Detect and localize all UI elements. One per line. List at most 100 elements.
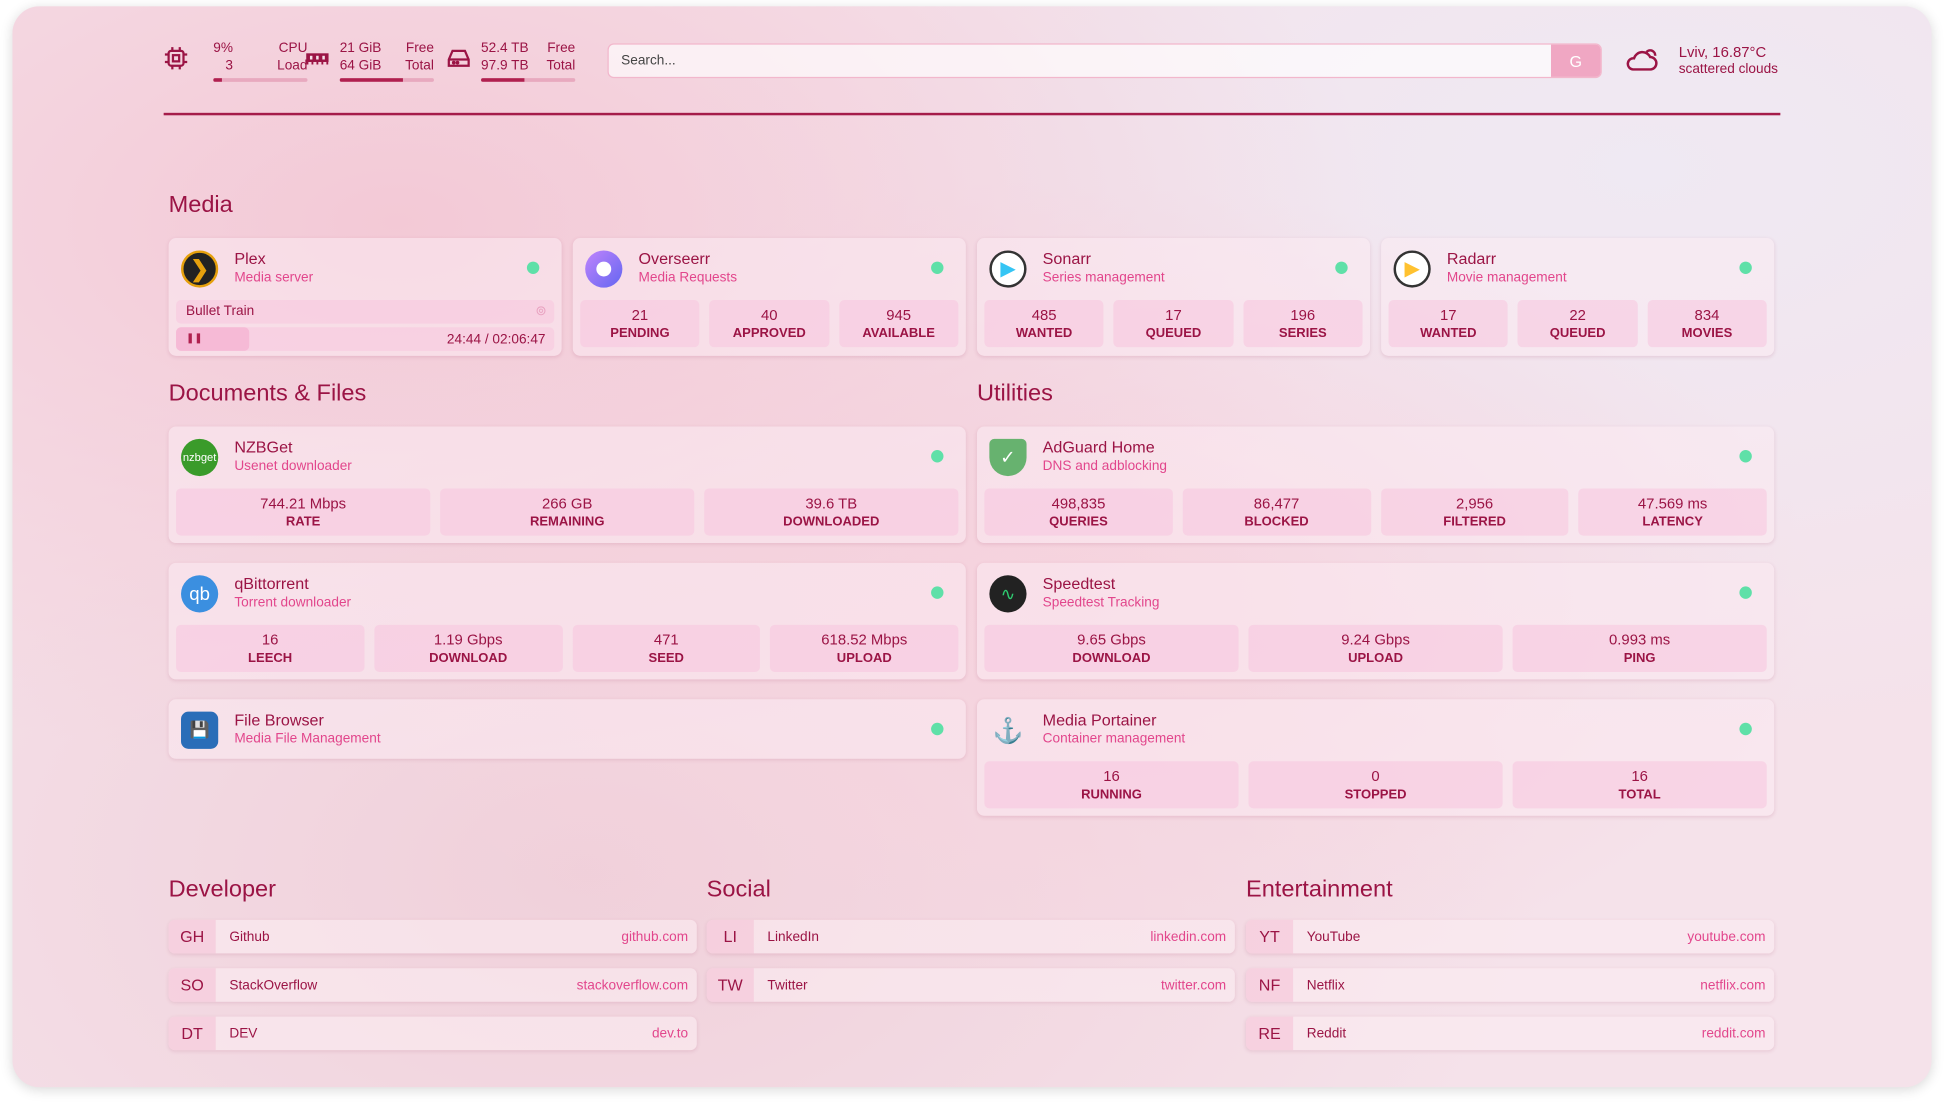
service-card-adguard-home[interactable]: ✓ AdGuard Home DNS and adblocking 498,835 QU…	[976, 426, 1775, 544]
bookmark-url[interactable]: twitter.com	[1160, 977, 1227, 993]
search-provider-button[interactable]: G	[1550, 44, 1601, 77]
cloud-icon	[1626, 49, 1658, 71]
pause-button[interactable]: ❚❚	[185, 332, 203, 344]
stat-block: 16 LEECH	[176, 624, 365, 672]
speedtest-icon: ∿	[989, 575, 1027, 613]
section-media-heading: Media	[168, 192, 233, 219]
progress-fill	[176, 327, 250, 351]
bookmark-stackoverflow[interactable]: SO StackOverflow stackoverflow.com	[168, 968, 697, 1002]
service-name: Overseerr	[638, 249, 711, 268]
stat-label: LEECH	[248, 650, 293, 666]
section-entertainment-heading: Entertainment	[1245, 876, 1393, 903]
service-card-qbittorrent[interactable]: qb qBittorrent Torrent downloader 16 LEECH 1.…	[168, 562, 966, 680]
service-card-overseerr[interactable]: Overseerr Media Requests 21 PENDING 40 APPROV…	[572, 238, 966, 356]
bookmark-youtube[interactable]: YT YouTube youtube.com	[1245, 919, 1775, 954]
stat-label: AVAILABLE	[862, 326, 935, 341]
stat-value: 47.569 ms	[1637, 494, 1708, 513]
stat-label: BLOCKED	[1244, 514, 1309, 530]
stat-value: 86,477	[1253, 494, 1300, 513]
bookmark-name: Twitter	[767, 977, 808, 993]
stat-label: DOWNLOAD	[1072, 650, 1151, 666]
memory-icon	[306, 53, 329, 65]
stat-value: 744.21 Mbps	[260, 494, 347, 513]
stat-block: 21 PENDING	[580, 300, 700, 348]
stat-label: QUEUED	[1549, 326, 1606, 341]
radarr-icon: ▶	[1393, 250, 1431, 288]
filebrowser-icon: 💾	[181, 711, 219, 749]
bookmark-abbreviation: NF	[1245, 968, 1294, 1002]
weather-condition: scattered clouds	[1678, 61, 1779, 77]
stat-label: RATE	[285, 514, 321, 530]
bookmark-abbreviation: DT	[168, 1016, 216, 1051]
bookmark-twitter[interactable]: TW Twitter twitter.com	[706, 968, 1235, 1002]
status-indicator	[931, 261, 944, 274]
adguard-icon: ✓	[989, 438, 1027, 477]
stat-block: 86,477 BLOCKED	[1182, 488, 1371, 536]
service-card-sonarr[interactable]: ▶ Sonarr Series management 485 WANTED 17 QUEUE…	[976, 238, 1370, 356]
service-card-speedtest[interactable]: ∿ Speedtest Speedtest Tracking 9.65 Gbps DOW…	[976, 562, 1775, 680]
search-input[interactable]	[608, 44, 1551, 77]
cpu-widget: 9% 3 CPU Load	[164, 40, 308, 82]
bookmark-url[interactable]: linkedin.com	[1150, 929, 1227, 945]
stat-value: 618.52 Mbps	[821, 631, 908, 649]
memory-total-value: 64 GiB	[339, 58, 382, 74]
bookmark-abbreviation: LI	[706, 919, 754, 954]
service-stats: 21 PENDING 40 APPROVED 945 AVAILABLE	[580, 300, 959, 348]
service-stats: 16 LEECH 1.19 Gbps DOWNLOAD 471 SEED 618.52 Mb…	[176, 624, 959, 672]
bookmark-dev[interactable]: DT DEV dev.to	[168, 1016, 697, 1051]
stat-label: TOTAL	[1618, 787, 1661, 803]
service-description: Movie management	[1446, 270, 1567, 286]
stat-label: DOWNLOADED	[783, 514, 880, 530]
status-indicator	[1739, 722, 1752, 736]
service-card-media-portainer[interactable]: ⚓ Media Portainer Container management 16 RU…	[976, 699, 1775, 816]
bookmark-linkedin[interactable]: LI LinkedIn linkedin.com	[706, 919, 1235, 954]
cpu-icon	[164, 47, 188, 70]
status-indicator	[931, 586, 944, 599]
bookmark-abbreviation: SO	[168, 968, 216, 1002]
service-description: Torrent downloader	[234, 595, 352, 610]
stat-block: 945 AVAILABLE	[838, 300, 959, 348]
service-stats: 485 WANTED 17 QUEUED 196 SERIES	[984, 300, 1363, 348]
stat-value: 485	[1031, 306, 1057, 324]
settings-icon[interactable]: ⊚	[535, 303, 547, 319]
stat-value: 0	[1371, 767, 1380, 785]
now-playing-title-row: Bullet Train ⊚	[176, 300, 555, 324]
stat-value: 40	[761, 306, 778, 324]
stat-value: 16	[1631, 767, 1648, 785]
service-card-radarr[interactable]: ▶ Radarr Movie management 17 WANTED 22 QUEUED 8…	[1381, 238, 1775, 356]
stat-label: STOPPED	[1344, 787, 1407, 803]
bookmark-url[interactable]: dev.to	[651, 1025, 689, 1041]
service-card-plex[interactable]: ❯ Plex Media server Bullet Train ⊚ ❚❚ 24:44 / …	[168, 238, 562, 356]
bookmark-name: StackOverflow	[229, 977, 318, 993]
service-description: Media File Management	[234, 731, 381, 747]
disk-icon	[447, 49, 470, 67]
disk-bar-fill	[481, 78, 525, 82]
bookmark-netflix[interactable]: NF Netflix netflix.com	[1245, 968, 1775, 1002]
section-utilities-heading: Utilities	[976, 380, 1053, 407]
status-indicator	[931, 450, 944, 463]
status-indicator	[1739, 450, 1752, 463]
bookmark-url[interactable]: reddit.com	[1701, 1025, 1766, 1041]
service-description: DNS and adblocking	[1042, 458, 1168, 474]
bookmark-url[interactable]: youtube.com	[1687, 929, 1766, 945]
service-card-file-browser[interactable]: 💾 File Browser Media File Management	[168, 699, 966, 759]
cpu-value: 9%	[213, 40, 233, 56]
bookmark-github[interactable]: GH Github github.com	[168, 919, 697, 954]
bookmark-url[interactable]: stackoverflow.com	[576, 977, 689, 993]
stat-block: 39.6 TB DOWNLOADED	[704, 488, 959, 536]
stat-label: MOVIES	[1681, 326, 1733, 341]
stat-value: 9.65 Gbps	[1077, 631, 1146, 649]
search-bar: G	[607, 43, 1602, 79]
service-card-nzbget[interactable]: nzbget NZBGet Usenet downloader 744.21 Mbps…	[168, 426, 966, 544]
disk-total-label: Total	[546, 58, 576, 74]
disk-free-value: 52.4 TB	[481, 40, 529, 56]
service-description: Media Requests	[638, 270, 738, 286]
bookmark-reddit[interactable]: RE Reddit reddit.com	[1245, 1016, 1775, 1051]
bookmark-url[interactable]: netflix.com	[1700, 977, 1766, 993]
service-name: NZBGet	[234, 437, 293, 457]
header-divider	[163, 112, 1781, 116]
bookmark-url[interactable]: github.com	[621, 929, 689, 945]
disk-total-value: 97.9 TB	[481, 58, 529, 74]
dashboard-window	[12, 6, 1932, 1088]
plex-icon: ❯	[181, 250, 219, 288]
